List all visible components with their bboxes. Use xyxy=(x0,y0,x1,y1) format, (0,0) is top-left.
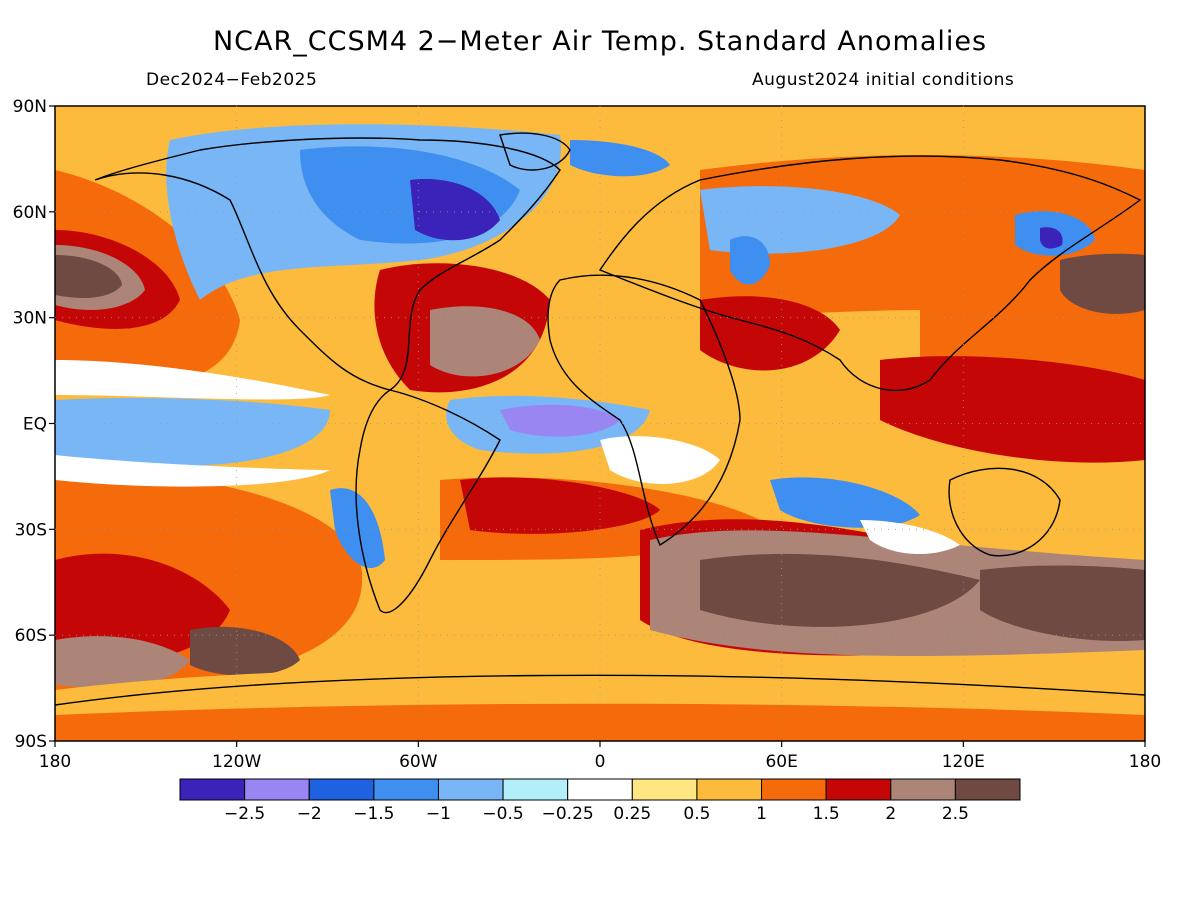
coast-north-america xyxy=(94,137,561,391)
latitude-axis: 90N 60N 30N EQ 30S 60S 90S xyxy=(13,97,55,752)
lat-tick-label: 60N xyxy=(13,203,47,223)
coast-antarctica xyxy=(55,674,1145,706)
region-southern-ocean-darkbrown xyxy=(700,553,980,627)
region-ross-brown xyxy=(55,636,190,688)
coastlines xyxy=(55,132,1145,706)
region-pacific-neutral xyxy=(55,360,330,400)
lon-tick-label: 120W xyxy=(212,752,261,772)
region-africa-neutral xyxy=(600,436,720,484)
region-tasman-darkbrown xyxy=(980,565,1145,641)
colorbar: −2.5 −2 −1.5 −1 −0.5 −0.25 0.25 0.5 1 1.5 2 2.5 xyxy=(179,778,1021,824)
initial-conditions: August2024 initial conditions xyxy=(752,70,1015,90)
lon-tick-label: 60E xyxy=(765,752,797,772)
lat-tick-label: EQ xyxy=(23,415,47,435)
colorbar-swatch xyxy=(437,778,504,801)
colorbar-swatch xyxy=(761,778,827,801)
colorbar-swatch xyxy=(954,778,1021,801)
forecast-period: Dec2024−Feb2025 xyxy=(146,70,318,90)
colorbar-label: −2.5 xyxy=(224,804,265,824)
colorbar-label: 1 xyxy=(756,804,767,824)
coast-eurasia xyxy=(598,155,1142,392)
longitude-axis: 180 120W 60W 0 60E 120E 180 xyxy=(39,741,1161,772)
colorbar-swatch xyxy=(825,778,892,801)
region-okhotsk-strong-cool xyxy=(1040,227,1063,249)
region-indian-neutral xyxy=(860,520,960,555)
region-maritime-red xyxy=(880,356,1145,463)
colorbar-label: −1.5 xyxy=(353,804,394,824)
lon-tick-label: 0 xyxy=(595,752,606,772)
coast-australia xyxy=(948,467,1061,557)
colorbar-label: −1 xyxy=(426,804,451,824)
colorbar-swatch xyxy=(373,778,439,801)
colorbar-label: 0.25 xyxy=(613,804,651,824)
colorbar-swatch xyxy=(567,778,633,801)
colorbar-label: 2 xyxy=(885,804,896,824)
region-east-pacific-cool xyxy=(55,398,330,466)
region-central-asia-cool xyxy=(730,236,770,285)
lon-tick-label: 120E xyxy=(942,752,985,772)
colorbar-swatch xyxy=(890,778,956,801)
gridlines xyxy=(55,106,1145,741)
colorbar-label: 2.5 xyxy=(942,804,969,824)
lat-tick-label: 90S xyxy=(15,732,47,752)
coast-south-america xyxy=(355,389,501,614)
lon-tick-label: 60W xyxy=(399,752,438,772)
colorbar-swatch xyxy=(179,778,246,801)
region-tropical-atlantic-strong-cool xyxy=(500,404,620,437)
lat-tick-label: 60S xyxy=(15,626,47,646)
region-arabia-red xyxy=(700,296,840,371)
colorbar-swatch xyxy=(244,778,310,801)
colorbar-label: −0.25 xyxy=(542,804,594,824)
map-title: NCAR_CCSM4 2−Meter Air Temp. Standard An… xyxy=(212,26,988,57)
region-nwpac-darkbrown xyxy=(1060,253,1145,314)
region-spacific-neutral xyxy=(55,455,330,487)
region-sepac-red xyxy=(55,553,230,664)
colorbar-swatch xyxy=(696,778,763,801)
region-amundsen-darkbrown xyxy=(190,626,300,676)
colorbar-swatch xyxy=(308,778,375,801)
region-satl-red xyxy=(460,477,660,534)
coast-greenland xyxy=(499,132,571,171)
colorbar-label: 0.5 xyxy=(683,804,710,824)
lon-tick-label: 180 xyxy=(39,752,71,772)
region-south-indian-cool xyxy=(770,477,920,528)
colorbar-swatch xyxy=(502,778,569,801)
region-natl-brown xyxy=(430,306,540,377)
coast-africa xyxy=(547,274,741,547)
lat-tick-label: 30S xyxy=(15,520,47,540)
colorbar-swatch xyxy=(631,778,698,801)
region-greenland-sea-cool xyxy=(570,140,670,177)
region-npac-darkbrown xyxy=(55,255,122,298)
region-labrador-strong-cool xyxy=(410,179,500,241)
lat-tick-label: 90N xyxy=(13,97,47,117)
lat-tick-label: 30N xyxy=(13,309,47,329)
lon-tick-label: 180 xyxy=(1129,752,1161,772)
colorbar-label: 1.5 xyxy=(813,804,840,824)
colorbar-label: −2 xyxy=(297,804,322,824)
region-chile-cool xyxy=(330,488,385,569)
colorbar-label: −0.5 xyxy=(482,804,523,824)
